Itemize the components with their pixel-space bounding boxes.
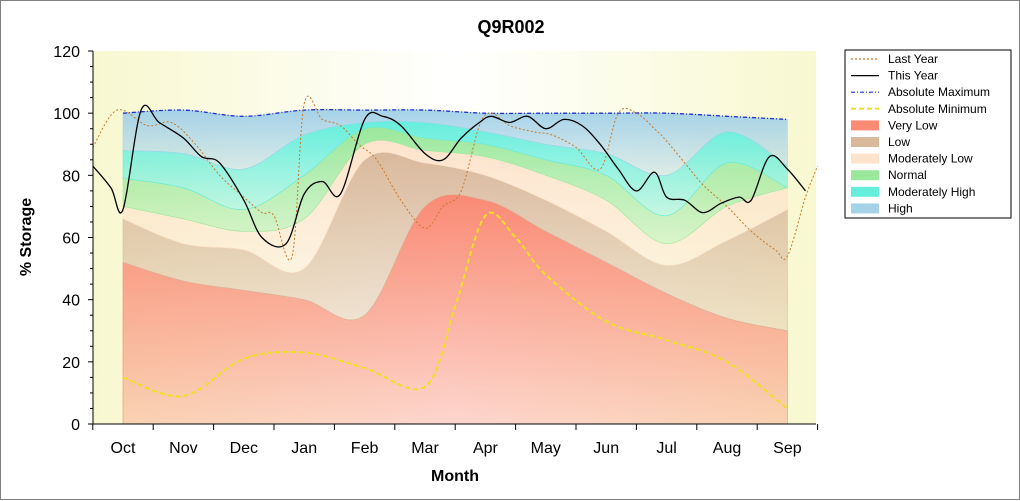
y-tick-label: 20 xyxy=(62,355,80,372)
legend-label-moderately-high: Moderately High xyxy=(888,185,975,199)
legend-label-moderately-low: Moderately Low xyxy=(888,152,973,166)
legend-label-normal: Normal xyxy=(888,168,927,182)
chart-title: Q9R002 xyxy=(477,17,544,37)
legend: Last Year This Year Absolute Maximum Absolu… xyxy=(844,49,1012,219)
legend-label-very-low: Very Low xyxy=(888,118,938,132)
y-tick-label: 0 xyxy=(71,417,80,434)
legend-swatch-low xyxy=(851,137,879,147)
x-tick-label: Sep xyxy=(773,440,802,457)
legend-swatch-very-low xyxy=(851,120,879,131)
axes: 0 20 40 60 80 100 120 Oct Nov Dec Jan Feb Mar Apr May J… xyxy=(53,44,819,457)
legend-label-low: Low xyxy=(888,135,910,149)
y-axis-title: % Storage xyxy=(18,198,35,276)
x-tick-label: May xyxy=(531,440,561,457)
y-tick-label: 100 xyxy=(53,106,80,123)
x-tick-label: Aug xyxy=(713,440,741,457)
x-tick-label: Feb xyxy=(351,440,379,457)
x-tick-label: Nov xyxy=(169,440,197,457)
x-axis-title: Month xyxy=(431,468,479,485)
series-line-absolute-minimum xyxy=(122,211,789,410)
x-tick-label: Mar xyxy=(411,440,439,457)
y-tick-label: 80 xyxy=(62,168,80,185)
series-lines xyxy=(92,95,819,410)
series-line-this-year xyxy=(92,104,807,248)
y-tick-label: 40 xyxy=(62,293,80,310)
y-tick-label: 60 xyxy=(62,231,80,248)
x-tick-label: Jun xyxy=(593,440,619,457)
legend-swatch-high xyxy=(851,203,879,214)
series-line-last-year xyxy=(92,95,819,261)
band-areas xyxy=(122,109,789,425)
series-line-absolute-maximum xyxy=(122,108,788,121)
legend-label-this-year: This Year xyxy=(888,69,938,83)
legend-swatch-normal xyxy=(851,170,879,181)
x-tick-label: Dec xyxy=(230,440,258,457)
legend-swatch-moderately-low xyxy=(851,153,879,164)
x-tick-label: Jan xyxy=(291,440,317,457)
x-tick-label: Apr xyxy=(473,440,499,457)
x-tick-label: Jul xyxy=(656,440,676,457)
legend-label-absolute-minimum: Absolute Minimum xyxy=(888,102,987,116)
legend-label-high: High xyxy=(888,201,913,215)
y-tick-label: 120 xyxy=(53,44,80,61)
legend-swatch-moderately-high xyxy=(851,186,879,197)
x-tick-label: Oct xyxy=(111,440,136,457)
legend-label-last-year: Last Year xyxy=(888,52,938,66)
legend-label-absolute-maximum: Absolute Maximum xyxy=(888,85,990,99)
